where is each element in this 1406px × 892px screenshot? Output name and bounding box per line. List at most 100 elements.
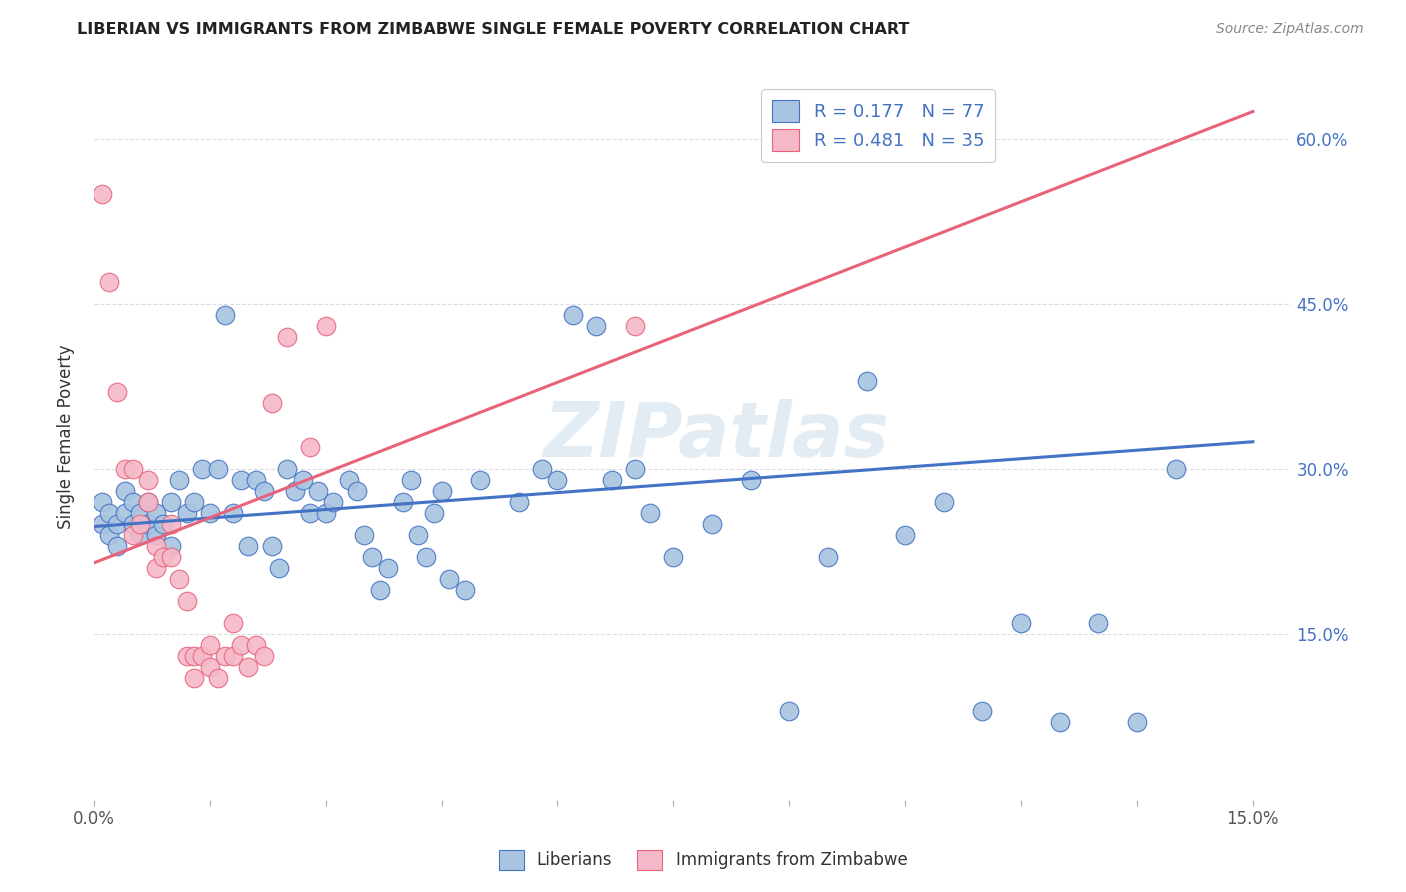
Point — [623, 462, 645, 476]
Point — [114, 484, 136, 499]
Point — [700, 517, 723, 532]
Point — [98, 528, 121, 542]
Point — [361, 550, 384, 565]
Point — [253, 484, 276, 499]
Point — [299, 440, 322, 454]
Point — [136, 495, 159, 509]
Point — [740, 473, 762, 487]
Point — [121, 517, 143, 532]
Point — [399, 473, 422, 487]
Point — [894, 528, 917, 542]
Point — [1164, 462, 1187, 476]
Point — [129, 517, 152, 532]
Point — [1126, 715, 1149, 730]
Point — [152, 550, 174, 565]
Point — [222, 649, 245, 664]
Point — [90, 495, 112, 509]
Point — [90, 517, 112, 532]
Point — [145, 528, 167, 542]
Point — [307, 484, 329, 499]
Point — [136, 517, 159, 532]
Point — [160, 517, 183, 532]
Point — [276, 330, 298, 344]
Point — [160, 539, 183, 553]
Point — [392, 495, 415, 509]
Point — [508, 495, 530, 509]
Point — [353, 528, 375, 542]
Point — [191, 462, 214, 476]
Point — [176, 594, 198, 608]
Legend: Liberians, Immigrants from Zimbabwe: Liberians, Immigrants from Zimbabwe — [492, 843, 914, 877]
Point — [145, 506, 167, 520]
Point — [191, 649, 214, 664]
Point — [136, 495, 159, 509]
Point — [1010, 616, 1032, 631]
Point — [114, 506, 136, 520]
Point — [623, 319, 645, 334]
Point — [105, 539, 128, 553]
Point — [284, 484, 307, 499]
Point — [214, 649, 236, 664]
Point — [778, 705, 800, 719]
Y-axis label: Single Female Poverty: Single Female Poverty — [58, 344, 75, 529]
Point — [346, 484, 368, 499]
Point — [176, 506, 198, 520]
Point — [229, 639, 252, 653]
Point — [176, 649, 198, 664]
Point — [299, 506, 322, 520]
Point — [585, 319, 607, 334]
Point — [315, 506, 337, 520]
Point — [121, 462, 143, 476]
Point — [98, 506, 121, 520]
Point — [337, 473, 360, 487]
Point — [145, 561, 167, 575]
Point — [90, 187, 112, 202]
Point — [855, 374, 877, 388]
Point — [245, 639, 267, 653]
Point — [561, 308, 583, 322]
Point — [315, 319, 337, 334]
Point — [222, 616, 245, 631]
Point — [454, 583, 477, 598]
Point — [167, 573, 190, 587]
Point — [260, 539, 283, 553]
Point — [167, 473, 190, 487]
Point — [160, 495, 183, 509]
Legend: R = 0.177   N = 77, R = 0.481   N = 35: R = 0.177 N = 77, R = 0.481 N = 35 — [761, 89, 995, 162]
Point — [129, 528, 152, 542]
Point — [238, 539, 260, 553]
Point — [415, 550, 437, 565]
Point — [238, 660, 260, 674]
Point — [1049, 715, 1071, 730]
Point — [269, 561, 291, 575]
Point — [253, 649, 276, 664]
Point — [198, 639, 221, 653]
Point — [817, 550, 839, 565]
Point — [160, 550, 183, 565]
Text: ZIPatlas: ZIPatlas — [544, 400, 890, 474]
Point — [183, 649, 205, 664]
Point — [408, 528, 430, 542]
Point — [207, 672, 229, 686]
Point — [439, 573, 461, 587]
Point — [245, 473, 267, 487]
Point — [430, 484, 453, 499]
Point — [222, 506, 245, 520]
Point — [121, 528, 143, 542]
Point — [972, 705, 994, 719]
Point — [129, 506, 152, 520]
Point — [105, 517, 128, 532]
Point — [547, 473, 569, 487]
Point — [638, 506, 661, 520]
Point — [423, 506, 446, 520]
Point — [152, 517, 174, 532]
Point — [105, 385, 128, 400]
Point — [276, 462, 298, 476]
Point — [207, 462, 229, 476]
Point — [214, 308, 236, 322]
Point — [470, 473, 492, 487]
Point — [229, 473, 252, 487]
Point — [136, 473, 159, 487]
Point — [145, 539, 167, 553]
Point — [377, 561, 399, 575]
